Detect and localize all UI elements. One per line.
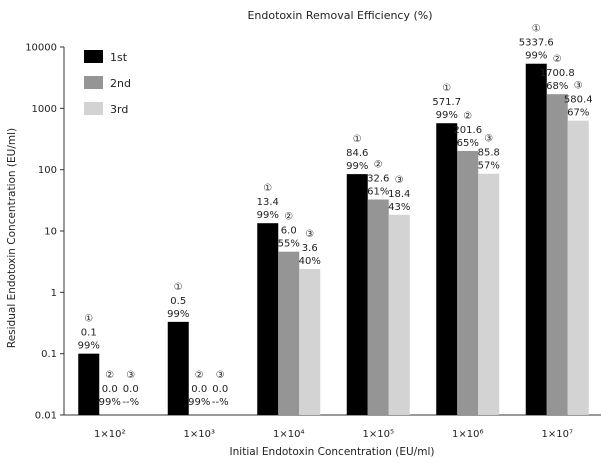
y-tick-label: 1 — [51, 288, 57, 299]
y-tick-label: 0.01 — [35, 411, 57, 422]
series-marker-label: ③ — [305, 229, 314, 240]
legend-label: 1st — [110, 51, 128, 64]
value-label: 5337.6 — [519, 38, 554, 49]
legend-label: 2nd — [110, 77, 131, 90]
percent-label: 99% — [188, 397, 210, 408]
series-marker-label: ① — [532, 24, 541, 35]
legend-swatch-1st — [84, 50, 103, 63]
series-marker-label: ① — [174, 282, 183, 293]
value-label: 580.4 — [564, 95, 593, 106]
percent-label: 43% — [388, 202, 410, 213]
percent-label: 99% — [525, 51, 547, 62]
value-label: 1700.8 — [540, 68, 575, 79]
bar-1st-0 — [78, 353, 100, 415]
percent-label: 99% — [78, 341, 100, 352]
bar-2nd-2 — [278, 251, 300, 415]
series-marker-label: ③ — [574, 81, 583, 92]
percent-label: 55% — [278, 239, 300, 250]
legend-label: 3rd — [110, 103, 128, 116]
bar-3rd-5 — [567, 120, 589, 416]
x-tick-label: 1×10² — [94, 429, 125, 440]
annotations-layer: ① 0.1 99% ① 0.5 99% ① 13.4 99% ① 84.6 99% ① 571.7 99% ①… — [78, 24, 593, 408]
percent-label: 57% — [478, 161, 500, 172]
series-marker-label: ① — [353, 134, 362, 145]
value-label: 0.0 — [191, 384, 207, 395]
percent-label: 99% — [436, 110, 458, 121]
x-tick-label: 1×10³ — [184, 429, 215, 440]
x-tick-label: 1×10⁶ — [452, 429, 483, 440]
bars-layer — [78, 63, 589, 416]
chart-title: Endotoxin Removal Efficiency (%) — [247, 9, 432, 22]
series-marker-label: ② — [463, 111, 472, 122]
y-tick-label: 1000 — [32, 104, 57, 115]
value-label: 13.4 — [257, 197, 279, 208]
series-marker-label: ③ — [216, 370, 225, 381]
y-axis-title: Residual Endotoxin Concentration (EU/ml) — [6, 128, 18, 348]
series-marker-label: ① — [263, 183, 272, 194]
bar-1st-3 — [346, 174, 368, 415]
value-label: 201.6 — [453, 125, 482, 136]
y-tick-label: 0.1 — [41, 349, 57, 360]
percent-label: 65% — [457, 138, 479, 149]
bar-3rd-4 — [478, 173, 500, 415]
series-marker-label: ② — [195, 370, 204, 381]
series-marker-label: ③ — [484, 134, 493, 145]
value-label: 84.6 — [346, 148, 368, 159]
series-marker-label: ① — [84, 314, 93, 325]
percent-label: 68% — [546, 81, 568, 92]
y-tick-label: 10000 — [25, 43, 57, 54]
x-tick-label: 1×10⁵ — [363, 429, 394, 440]
y-tick-label: 100 — [38, 165, 57, 176]
value-label: 0.5 — [170, 296, 186, 307]
bar-1st-4 — [436, 123, 458, 415]
percent-label: 99% — [346, 161, 368, 172]
y-axis-ticks: 0.01 0.1 1 10 100 1000 10000 — [25, 43, 64, 422]
value-label: 85.8 — [478, 148, 500, 159]
value-label: 3.6 — [302, 243, 318, 254]
bar-2nd-4 — [457, 150, 479, 415]
bar-3rd-2 — [299, 269, 321, 415]
value-label: 18.4 — [388, 189, 410, 200]
percent-label: --% — [122, 397, 139, 408]
series-marker-label: ② — [284, 212, 293, 223]
value-label: 0.1 — [81, 328, 97, 339]
percent-label: 61% — [367, 187, 389, 198]
x-axis-ticks: 1×10² 1×10³ 1×10⁴ 1×10⁵ 1×10⁶ 1×10⁷ — [94, 429, 573, 440]
percent-label: 99% — [99, 397, 121, 408]
x-axis-title: Initial Endotoxin Concentration (EU/ml) — [230, 446, 435, 458]
value-label: 0.0 — [123, 384, 139, 395]
value-label: 6.0 — [281, 226, 297, 237]
legend-swatch-2nd — [84, 76, 103, 89]
series-marker-label: ③ — [395, 175, 404, 186]
bar-2nd-5 — [546, 94, 568, 416]
value-label: 571.7 — [432, 97, 461, 108]
bar-1st-1 — [167, 321, 189, 415]
percent-label: 40% — [299, 256, 321, 267]
legend: 1st 2nd 3rd — [84, 50, 131, 116]
percent-label: 99% — [257, 210, 279, 221]
value-label: 0.0 — [102, 384, 118, 395]
series-marker-label: ② — [374, 160, 383, 171]
legend-swatch-3rd — [84, 102, 103, 115]
value-label: 0.0 — [212, 384, 228, 395]
bar-1st-5 — [525, 63, 547, 415]
bar-1st-2 — [257, 223, 279, 415]
series-marker-label: ② — [105, 370, 114, 381]
percent-label: 99% — [167, 309, 189, 320]
value-label: 32.6 — [367, 174, 389, 185]
x-tick-label: 1×10⁴ — [273, 429, 304, 440]
bar-2nd-3 — [367, 199, 389, 415]
percent-label: 67% — [567, 108, 589, 119]
series-marker-label: ③ — [126, 370, 135, 381]
x-tick-label: 1×10⁷ — [542, 429, 573, 440]
series-marker-label: ② — [553, 54, 562, 65]
y-tick-label: 10 — [44, 227, 57, 238]
series-marker-label: ① — [442, 83, 451, 94]
percent-label: --% — [212, 397, 229, 408]
bar-3rd-3 — [388, 214, 410, 415]
